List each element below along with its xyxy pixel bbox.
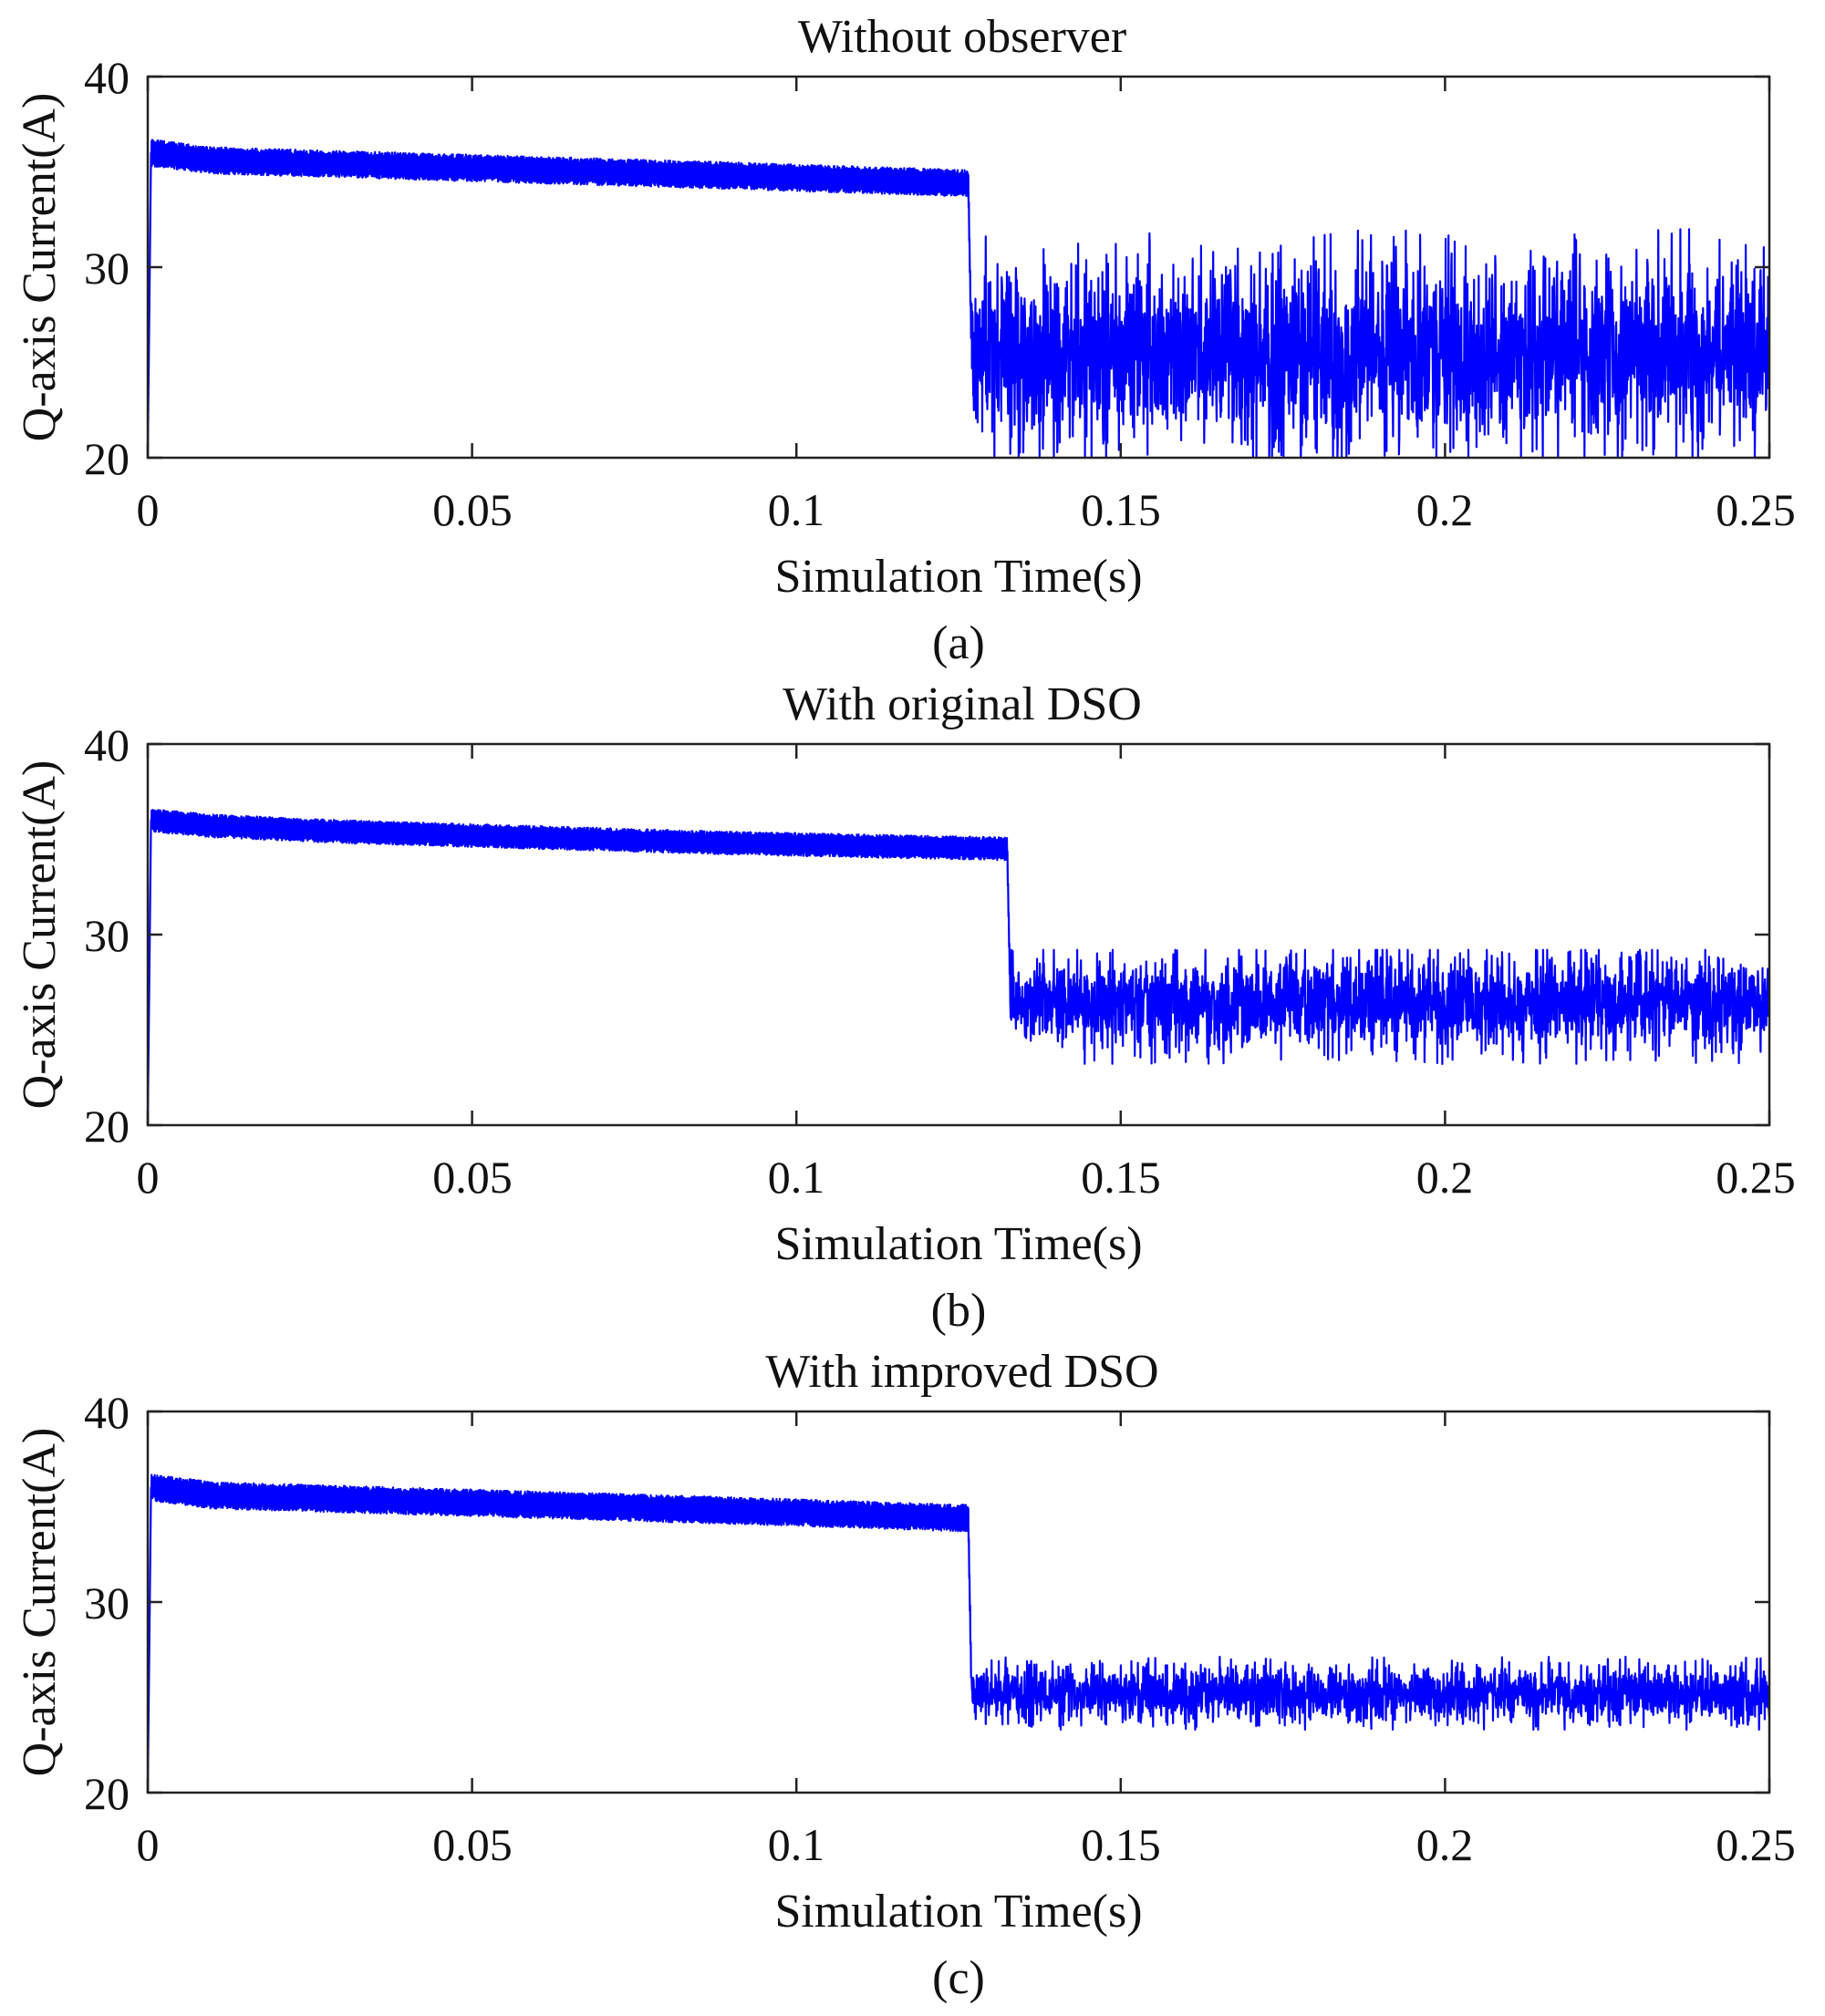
panel-b-ytick-30: 30 [84, 910, 130, 961]
panel-a-ylabel: Q-axis Current(A) [14, 93, 66, 442]
panel-c-xtick-0: 0 [137, 1819, 160, 1870]
panel-c-ticks [146, 1410, 1771, 1794]
panel-c-xtick-0.15: 0.15 [1081, 1819, 1161, 1870]
panel-c-xtick-0.05: 0.05 [432, 1819, 513, 1870]
panel-c-xlabel: Simulation Time(s) [774, 1886, 1142, 1938]
panel-a-xtick-0.25: 0.25 [1716, 484, 1796, 535]
panel-b-xlabel: Simulation Time(s) [774, 1218, 1142, 1270]
panel-b-frame [146, 742, 1771, 1127]
panel-b-ylabel: Q-axis Current(A) [14, 760, 66, 1110]
panel-a-xlabel: Simulation Time(s) [774, 551, 1142, 603]
panel-b-title: With original DSO [783, 678, 1142, 730]
panel-c-xtick-0.2: 0.2 [1416, 1819, 1474, 1870]
panel-a-series-line [146, 139, 1771, 460]
panel-a: Without observer 40 30 20 0 0.05 0.1 0.1… [14, 11, 1796, 669]
panel-a-caption: (a) [932, 617, 985, 669]
panel-a-ytick-30: 30 [84, 243, 130, 294]
panel-b-ytick-40: 40 [84, 719, 130, 770]
panel-b-ticks [146, 742, 1771, 1127]
panel-b: With original DSO 40 30 20 0 0.05 0.1 0.… [14, 678, 1796, 1337]
panel-c: With improved DSO 40 30 20 0 0.05 0.1 0.… [14, 1346, 1796, 2004]
panel-b-xtick-0: 0 [137, 1152, 160, 1203]
panel-b-plot-area [146, 809, 1771, 1126]
panel-b-xtick-0.05: 0.05 [432, 1152, 513, 1203]
panel-b-xtick-0.25: 0.25 [1716, 1152, 1796, 1203]
panel-c-ylabel: Q-axis Current(A) [14, 1428, 66, 1777]
panel-c-ytick-30: 30 [84, 1577, 130, 1628]
panel-c-xtick-0.1: 0.1 [768, 1819, 825, 1870]
panel-c-caption: (c) [932, 1952, 985, 2004]
panel-c-frame [146, 1410, 1771, 1794]
panel-b-caption: (b) [931, 1285, 987, 1337]
panel-c-plot-area [146, 1473, 1771, 1794]
panel-a-ytick-20: 20 [84, 433, 130, 484]
panel-a-xtick-0.15: 0.15 [1081, 484, 1161, 535]
panel-a-plot-area [146, 139, 1771, 460]
panel-a-ytick-40: 40 [84, 52, 130, 103]
panel-a-xtick-0.2: 0.2 [1416, 484, 1474, 535]
panel-c-series-line [146, 1473, 1771, 1794]
panel-b-xtick-0.2: 0.2 [1416, 1152, 1474, 1203]
panel-a-xtick-0.1: 0.1 [768, 484, 825, 535]
panel-c-ytick-40: 40 [84, 1387, 130, 1438]
panel-a-xtick-0.05: 0.05 [432, 484, 513, 535]
panel-b-xtick-0.15: 0.15 [1081, 1152, 1161, 1203]
panel-a-title: Without observer [798, 11, 1126, 63]
panel-c-title: With improved DSO [765, 1346, 1158, 1398]
panel-b-xtick-0.1: 0.1 [768, 1152, 825, 1203]
panel-b-ytick-20: 20 [84, 1101, 130, 1152]
panel-b-series-line [146, 809, 1771, 1126]
panel-a-ticks [146, 75, 1771, 460]
panel-a-xtick-0: 0 [137, 484, 160, 535]
panel-c-ytick-20: 20 [84, 1768, 130, 1819]
panel-c-xtick-0.25: 0.25 [1716, 1819, 1796, 1870]
